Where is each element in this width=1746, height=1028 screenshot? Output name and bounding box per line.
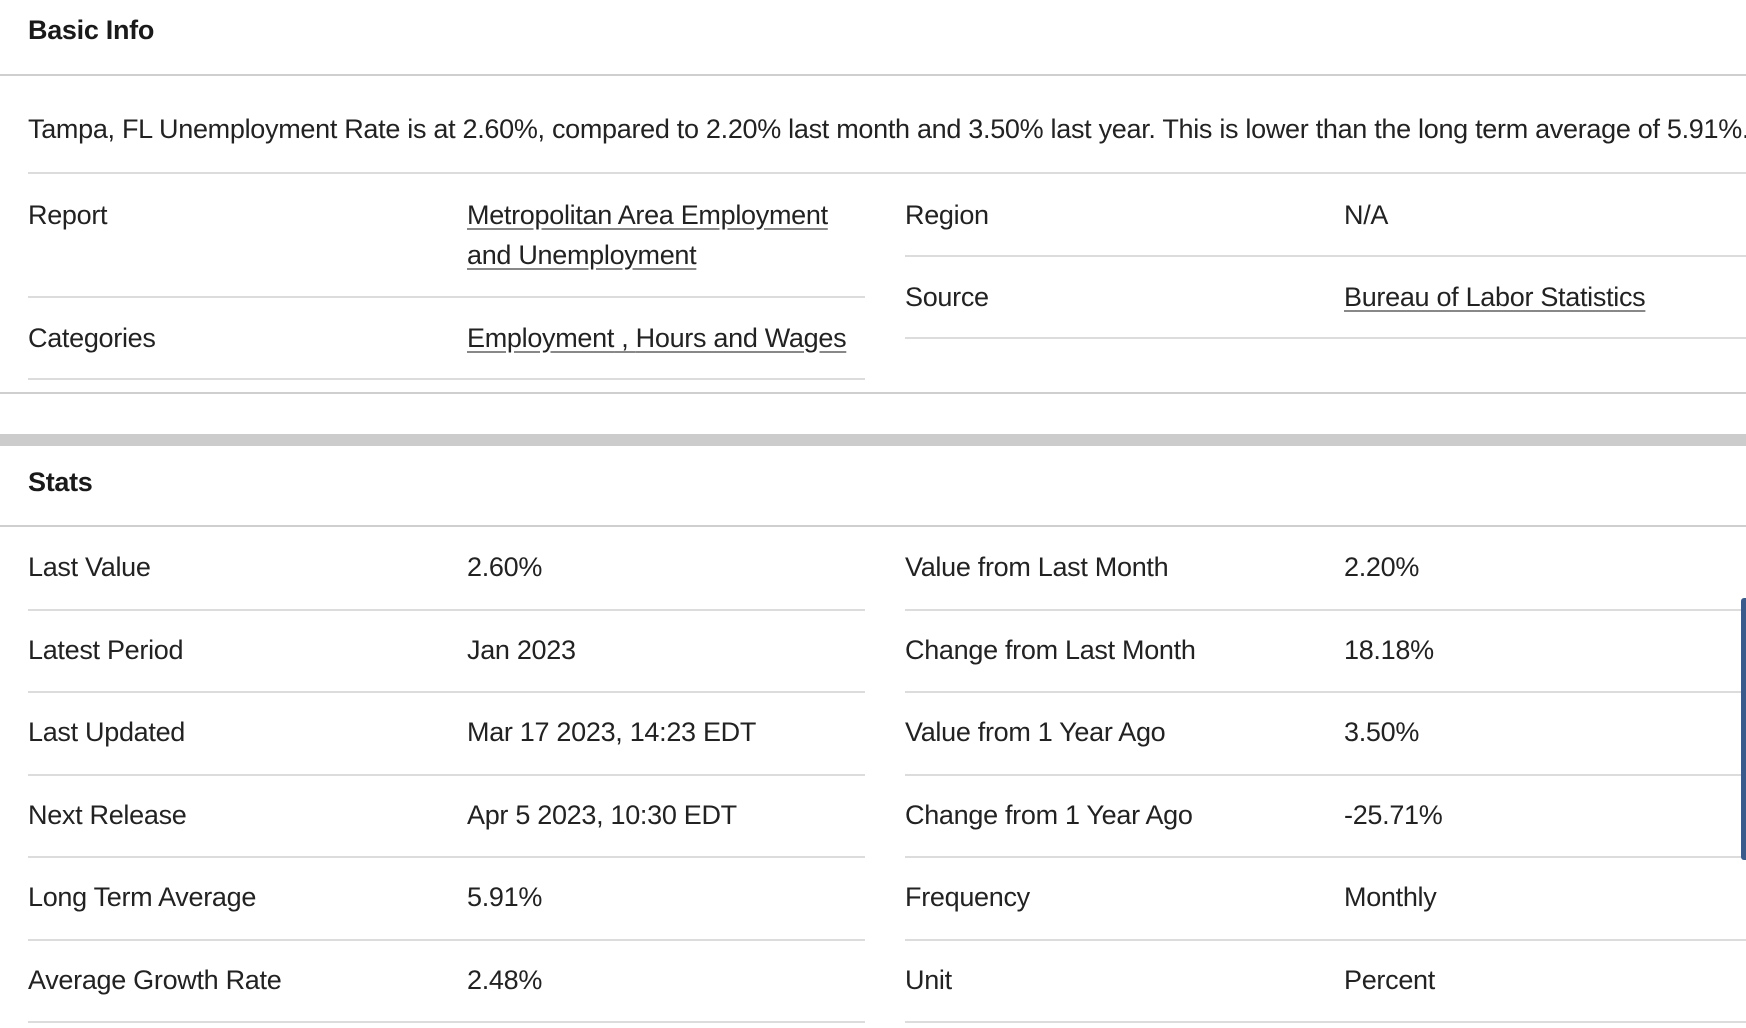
scrollbar-thumb[interactable]: [1741, 598, 1746, 860]
divider: [905, 856, 1746, 858]
stat-value-change-year-ago: -25.71%: [1344, 800, 1443, 830]
stat-value-average-growth-rate: 2.48%: [467, 965, 543, 995]
divider: [28, 856, 865, 858]
divider: [905, 609, 1746, 611]
stat-label-value-last-month: Value from Last Month: [905, 552, 1169, 582]
category-link-hours-wages[interactable]: Hours and Wages: [635, 323, 847, 353]
divider: [28, 609, 865, 611]
stat-value-value-last-month: 2.20%: [1344, 552, 1420, 582]
stat-value-latest-period: Jan 2023: [467, 635, 576, 665]
stat-label-average-growth-rate: Average Growth Rate: [28, 965, 282, 995]
divider: [0, 74, 1746, 76]
divider: [28, 296, 865, 298]
stat-value-last-updated: Mar 17 2023, 14:23 EDT: [467, 717, 757, 747]
stat-value-next-release: Apr 5 2023, 10:30 EDT: [467, 800, 737, 830]
report-link[interactable]: Metropolitan Area Employment and Unemplo…: [467, 195, 828, 275]
region-value: N/A: [1344, 200, 1389, 230]
stat-label-latest-period: Latest Period: [28, 635, 184, 665]
divider: [28, 774, 865, 776]
stat-value-value-year-ago: 3.50%: [1344, 717, 1420, 747]
divider: [905, 255, 1746, 257]
stat-value-frequency: Monthly: [1344, 882, 1437, 912]
divider: [905, 691, 1746, 693]
divider: [28, 172, 1746, 174]
stat-label-last-updated: Last Updated: [28, 717, 186, 747]
divider: [28, 1021, 865, 1023]
report-label: Report: [28, 200, 108, 230]
stat-label-last-value: Last Value: [28, 552, 151, 582]
category-link-employment[interactable]: Employment: [467, 323, 615, 353]
source-link-text[interactable]: Bureau of Labor Statistics: [1344, 282, 1646, 312]
stats-heading: Stats: [28, 467, 93, 497]
source-link[interactable]: Bureau of Labor Statistics: [1344, 277, 1646, 317]
divider: [28, 939, 865, 941]
divider: [905, 1021, 1746, 1023]
report-link-line1[interactable]: Metropolitan Area Employment: [467, 200, 828, 230]
divider: [905, 939, 1746, 941]
report-link-line2[interactable]: and Unemployment: [467, 240, 697, 270]
source-label: Source: [905, 282, 989, 312]
stat-value-change-last-month: 18.18%: [1344, 635, 1434, 665]
section-separator: [0, 434, 1746, 446]
stat-value-last-value: 2.60%: [467, 552, 543, 582]
divider: [905, 774, 1746, 776]
stat-value-long-term-average: 5.91%: [467, 882, 543, 912]
categories-label: Categories: [28, 323, 156, 353]
region-label: Region: [905, 200, 989, 230]
stat-label-change-year-ago: Change from 1 Year Ago: [905, 800, 1193, 830]
stat-label-value-year-ago: Value from 1 Year Ago: [905, 717, 1166, 747]
stat-label-next-release: Next Release: [28, 800, 187, 830]
categories-value: Employment , Hours and Wages: [467, 318, 847, 358]
stat-label-frequency: Frequency: [905, 882, 1030, 912]
divider: [28, 378, 865, 380]
divider: [0, 525, 1746, 527]
divider: [0, 392, 1746, 394]
stat-label-long-term-average: Long Term Average: [28, 882, 257, 912]
summary-text: Tampa, FL Unemployment Rate is at 2.60%,…: [28, 114, 1746, 144]
basic-info-heading: Basic Info: [28, 15, 155, 45]
category-separator: ,: [614, 323, 636, 353]
stat-label-change-last-month: Change from Last Month: [905, 635, 1196, 665]
stat-label-unit: Unit: [905, 965, 952, 995]
divider: [905, 337, 1746, 339]
divider: [28, 691, 865, 693]
stat-value-unit: Percent: [1344, 965, 1435, 995]
